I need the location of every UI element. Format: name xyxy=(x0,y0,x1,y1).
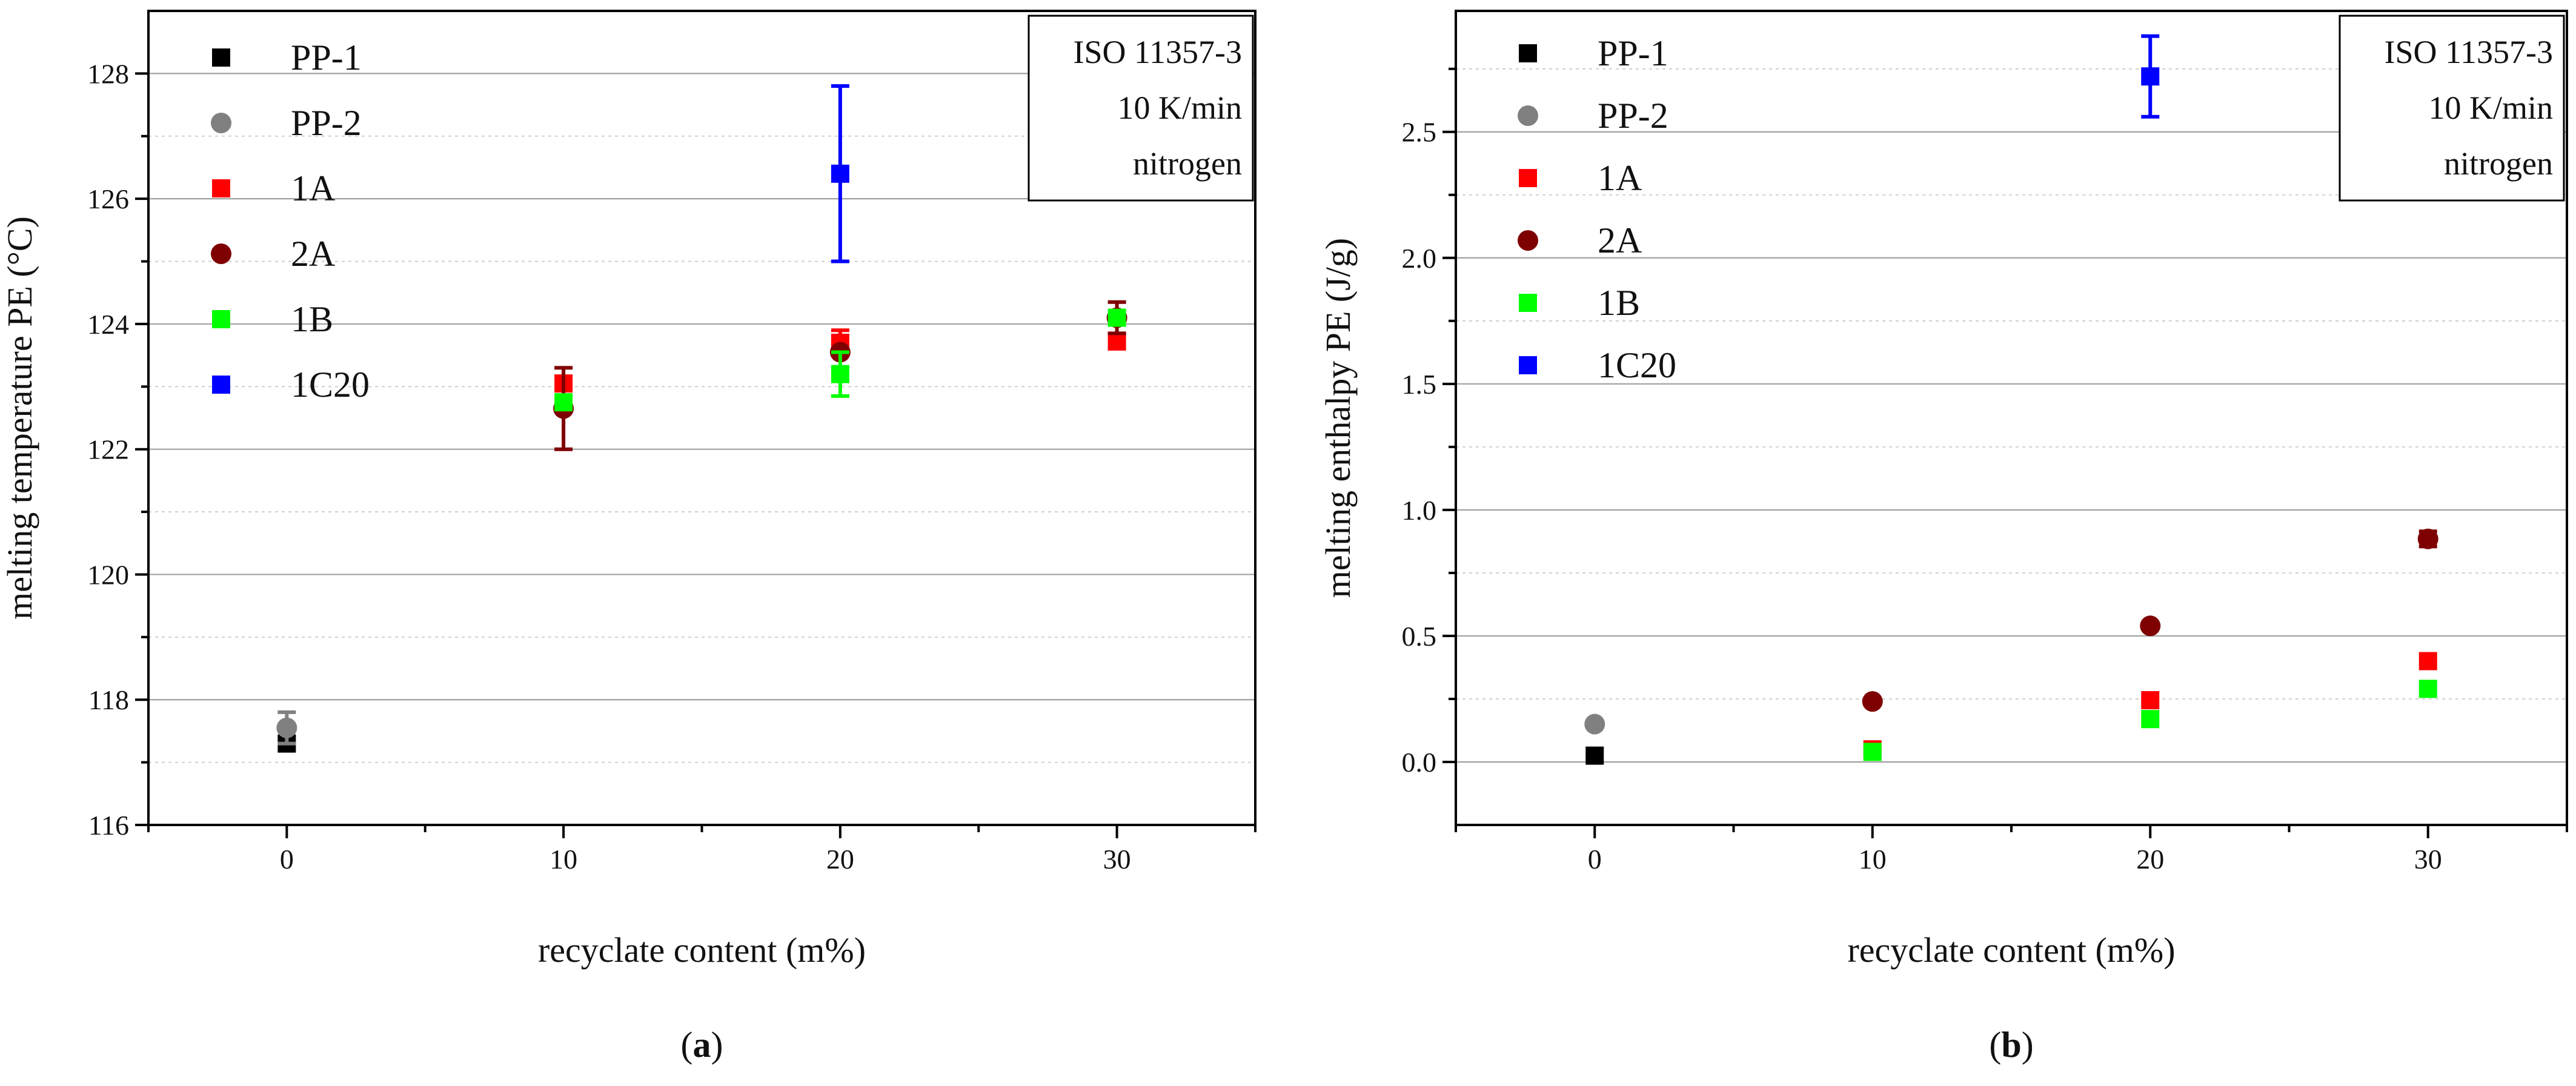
panel-b-legend-marker-1b xyxy=(1519,294,1537,312)
panel-b-point-pp-2 xyxy=(1584,714,1605,735)
panel-b-point-1a xyxy=(2141,691,2160,710)
panel-a-x-tick-label: 20 xyxy=(826,844,854,875)
panel-a-annotation-line: 10 K/min xyxy=(1117,90,1242,126)
panel-b-point-1b xyxy=(1863,743,1882,761)
panel-a-point-1b xyxy=(831,365,849,383)
panel-b-legend-marker-pp-2 xyxy=(1518,105,1538,126)
panel-b-point-2a xyxy=(1862,691,1883,712)
panel-a-x-axis-label: recyclate content (m%) xyxy=(538,930,866,970)
panel-b-point-1b xyxy=(2418,680,2437,698)
panel-b-x-tick-label: 30 xyxy=(2414,844,2442,875)
panel-a-chart: 116 118 120 122 124 126 128 0 10 20 30 recyclate co… xyxy=(0,10,1256,1065)
panel-b-x-axis-label: recyclate content (m%) xyxy=(1847,930,2175,970)
panel-b-x-tick-label: 20 xyxy=(2136,844,2164,875)
panel-b-annotation-line: 10 K/min xyxy=(2428,90,2553,126)
panel-a-point-pp-2 xyxy=(276,717,297,738)
panel-a-legend-marker-pp-1 xyxy=(212,48,230,67)
panel-b-y-tick-label: 0.0 xyxy=(1402,747,1437,778)
panel-b-label: (b) xyxy=(1989,1025,2033,1065)
panel-b-legend-label-2a: 2A xyxy=(1598,220,1642,260)
panel-b-legend-label-pp-1: PP-1 xyxy=(1598,33,1668,73)
panel-b-annotation-box xyxy=(2339,15,2565,202)
panel-a-annotation-line: nitrogen xyxy=(1133,145,1242,182)
panel-a-legend-marker-2a xyxy=(211,243,231,264)
panel-a-point-1c20 xyxy=(831,164,849,183)
panel-a-legend-label-pp-2: PP-2 xyxy=(291,103,362,143)
panel-a-point-1b xyxy=(1107,308,1126,327)
panel-b-chart: 0.0 0.5 1.0 1.5 2.0 2.5 0 10 20 30 recyclate conte… xyxy=(1318,10,2568,1065)
panel-a-annotation-box xyxy=(1027,15,1254,202)
panel-b-legend-marker-1c20 xyxy=(1519,356,1537,374)
panel-a-y-tick-label: 122 xyxy=(87,434,129,465)
panel-b-legend-label-pp-2: PP-2 xyxy=(1598,96,1668,136)
panel-a-legend-label-1a: 1A xyxy=(291,168,335,208)
panel-a-label: (a) xyxy=(681,1025,723,1065)
panel-a-point-1a xyxy=(1107,332,1126,351)
panel-b-point-2a xyxy=(2140,615,2161,637)
panel-b-annotation-line: ISO 11357-3 xyxy=(2385,34,2554,70)
panel-b-point-pp-1 xyxy=(1585,746,1604,765)
panel-a-x-tick-label: 10 xyxy=(549,844,577,875)
panel-b-legend-label-1a: 1A xyxy=(1598,158,1642,198)
panel-a-y-tick-label: 126 xyxy=(87,184,129,214)
panel-b-legend-label-1b: 1B xyxy=(1598,283,1640,323)
panel-a-y-tick-label: 128 xyxy=(87,58,129,89)
panel-b-x-tick-label: 10 xyxy=(1859,844,1887,875)
panel-a-x-tick-label: 0 xyxy=(280,844,294,875)
panel-a-legend-label-1b: 1B xyxy=(291,299,333,339)
panel-b-gridlines xyxy=(1456,68,2567,763)
panel-a-legend-label-pp-1: PP-1 xyxy=(291,38,362,78)
panel-a-legend-label-1c20: 1C20 xyxy=(291,365,370,405)
panel-b-annotation-line: nitrogen xyxy=(2444,145,2553,182)
panel-b-point-1c20 xyxy=(2141,67,2160,86)
panel-b-y-tick-label: 2.0 xyxy=(1402,243,1437,274)
panel-a-y-tick-label: 116 xyxy=(88,810,129,841)
panel-b-point-2a xyxy=(2417,528,2438,549)
panel-b-y-tick-label: 1.5 xyxy=(1402,369,1437,400)
panel-a-point-1b xyxy=(554,393,573,412)
panel-b-legend-marker-2a xyxy=(1518,230,1538,251)
panel-a-y-tick-label: 124 xyxy=(87,309,129,340)
panel-b-legend-marker-1a xyxy=(1519,169,1537,187)
panel-b-y-tick-label: 2.5 xyxy=(1402,117,1437,148)
panel-a-y-tick-label: 120 xyxy=(87,559,129,590)
panel-a-legend-marker-pp-2 xyxy=(211,113,231,133)
panel-b-y-axis-label: melting enthalpy PE (J/g) xyxy=(1318,238,1358,598)
panel-a-legend-marker-1a xyxy=(212,179,230,197)
panel-b-point-1b xyxy=(2141,710,2160,729)
panel-a-y-axis-label: melting temperature PE (°C) xyxy=(0,216,39,620)
panel-a-legend-marker-1b xyxy=(212,310,230,328)
panel-b-legend-label-1c20: 1C20 xyxy=(1598,345,1676,385)
panel-a-annotation-line: ISO 11357-3 xyxy=(1074,34,1243,70)
panel-b-point-1a xyxy=(2418,652,2437,670)
panel-a-legend-marker-1c20 xyxy=(212,376,230,394)
panel-b-x-tick-label: 0 xyxy=(1588,844,1602,875)
panel-b-y-tick-label: 0.5 xyxy=(1402,621,1437,652)
panel-a-y-tick-label: 118 xyxy=(88,684,129,715)
panel-a-legend-label-2a: 2A xyxy=(291,234,335,274)
panel-b-y-tick-label: 1.0 xyxy=(1402,495,1437,526)
panel-b-legend-marker-pp-1 xyxy=(1519,44,1537,62)
panel-a-x-tick-label: 30 xyxy=(1103,844,1131,875)
